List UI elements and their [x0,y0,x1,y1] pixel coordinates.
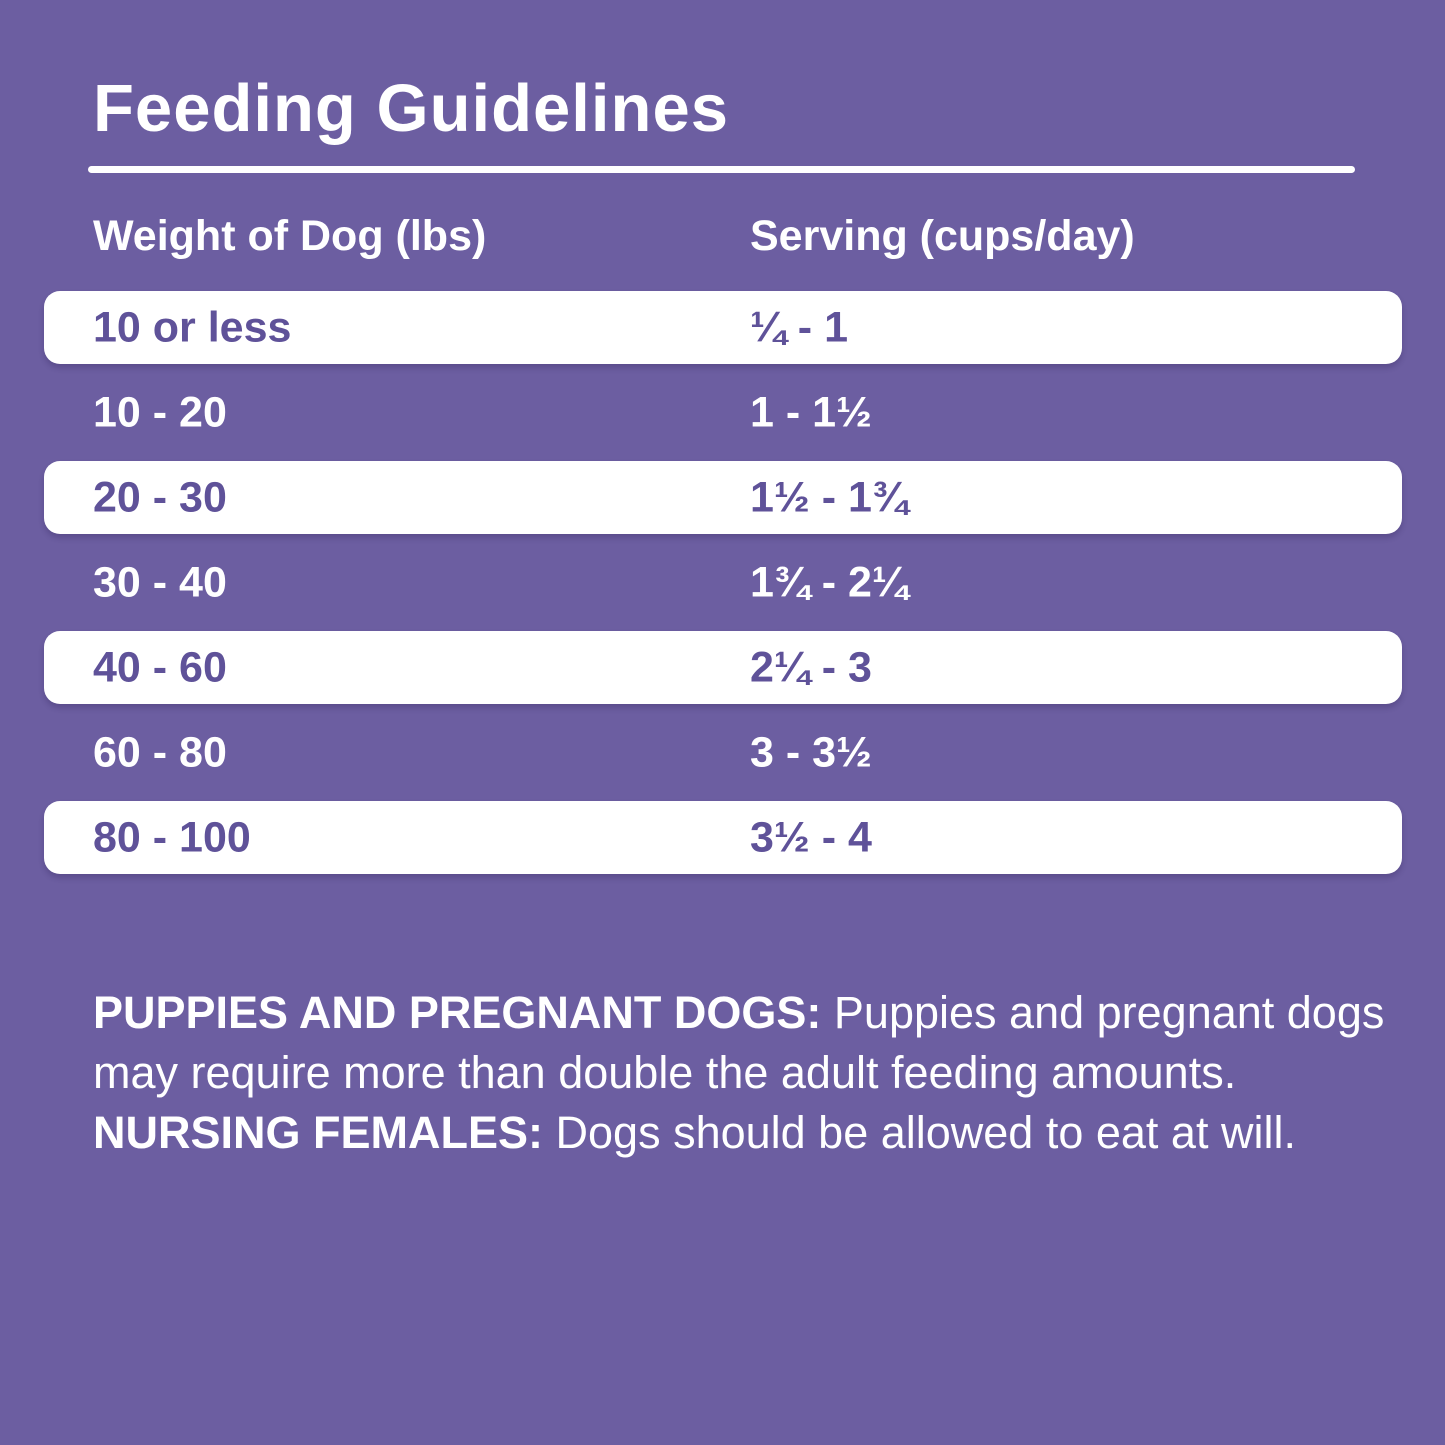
table-row: 80 - 100 3½ - 4 [0,795,1445,880]
notes-segment: Puppies and pregnant dogs may require mo… [93,987,1385,1098]
weight-cell: 60 - 80 [93,728,227,776]
notes-bold-segment: PUPPIES AND PREGNANT DOGS: [93,987,834,1038]
page-title: Feeding Guidelines [93,71,729,146]
weight-cell: 20 - 30 [93,473,227,521]
row-highlight-background [44,801,1402,874]
serving-cell: ¼ - 1 [750,303,848,351]
serving-cell: 1½ - 1¾ [750,473,908,521]
weight-cell: 30 - 40 [93,558,227,606]
serving-cell: 3½ - 4 [750,813,872,861]
notes-text: PUPPIES AND PREGNANT DOGS: Puppies and p… [93,983,1388,1163]
weight-cell: 10 - 20 [93,388,227,436]
table-header: Weight of Dog (lbs) Serving (cups/day) [0,212,1445,262]
table-rows: 10 or less ¼ - 1 10 - 20 1 - 1½ 20 - 30 1½ - … [0,285,1445,880]
serving-cell: 3 - 3½ [750,728,872,776]
table-row: 40 - 60 2¼ - 3 [0,625,1445,710]
row-highlight-background [44,291,1402,364]
serving-cell: 2¼ - 3 [750,643,872,691]
notes-bold-segment: NURSING FEMALES: [93,1107,556,1158]
table-row: 10 - 20 1 - 1½ [0,370,1445,455]
weight-cell: 80 - 100 [93,813,251,861]
table-row: 20 - 30 1½ - 1¾ [0,455,1445,540]
title-divider [88,166,1355,173]
row-highlight-background [44,461,1402,534]
serving-cell: 1 - 1½ [750,388,872,436]
table-row: 30 - 40 1¾ - 2¼ [0,540,1445,625]
table-row: 60 - 80 3 - 3½ [0,710,1445,795]
column-header-serving: Serving (cups/day) [750,212,1135,260]
notes-segment: Dogs should be allowed to eat at will. [555,1107,1296,1158]
table-row: 10 or less ¼ - 1 [0,285,1445,370]
column-header-weight: Weight of Dog (lbs) [93,212,487,260]
row-highlight-background [44,631,1402,704]
serving-cell: 1¾ - 2¼ [750,558,908,606]
weight-cell: 10 or less [93,303,292,351]
weight-cell: 40 - 60 [93,643,227,691]
